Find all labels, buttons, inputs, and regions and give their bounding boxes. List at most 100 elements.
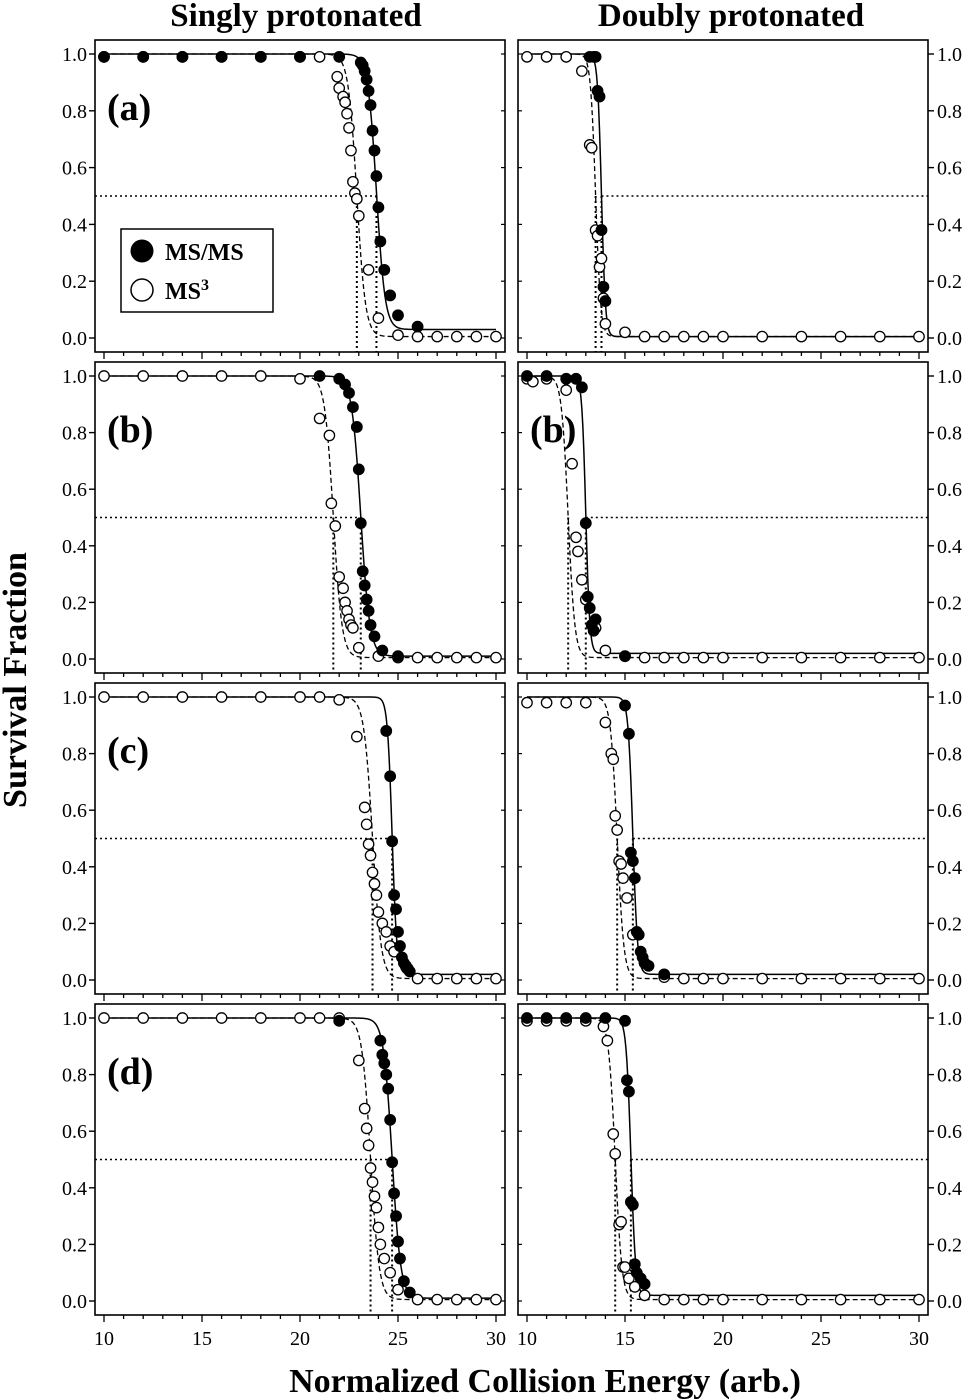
ms3-point (380, 926, 393, 938)
ms3-point (372, 312, 385, 324)
y-tick-label: 0.4 (937, 536, 962, 558)
msms-point (632, 928, 645, 941)
ms3-point (368, 1190, 381, 1203)
ms3-point (329, 520, 342, 532)
msms-fit-curve (104, 375, 496, 657)
ms3-point (873, 651, 886, 664)
y-tick-label: 0.6 (62, 158, 87, 180)
msms-point (386, 1156, 399, 1169)
ms3-point (470, 972, 483, 985)
msms-point (313, 370, 326, 382)
msms-point (394, 940, 406, 952)
y-tick-label: 0.2 (937, 271, 962, 293)
msms-point (176, 50, 189, 63)
ms3-point (368, 877, 381, 890)
ms3-point (795, 1293, 808, 1306)
ms3-point (294, 372, 306, 385)
y-tick-label: 0.4 (62, 214, 87, 236)
ms3-point (638, 651, 651, 664)
y-tick-label: 0.6 (937, 479, 962, 501)
ms3-point (347, 175, 359, 188)
panel-b-doubly: 0.0 0.2 0.4 0.6 0.8 1.0 (b) (517, 361, 962, 680)
msms-point (384, 1113, 397, 1126)
msms-point (595, 224, 608, 236)
ms3-point (585, 141, 598, 154)
ms3-point (313, 1012, 326, 1024)
msms-point (382, 1082, 395, 1095)
ms3-point (566, 457, 578, 470)
ms3-point (490, 330, 502, 343)
msms-point (254, 50, 267, 63)
y-tick-label: 0.4 (62, 1178, 87, 1200)
y-tick-label: 0.2 (62, 271, 87, 293)
ms3-point (345, 144, 357, 157)
x-tick-label: 20 (290, 1328, 310, 1350)
msms-point (560, 1012, 573, 1024)
ms3-point (325, 497, 338, 510)
ms3-point (795, 651, 808, 664)
ms3-point (350, 192, 363, 205)
y-axis-title: Survival Fraction (0, 552, 34, 808)
msms-point (619, 650, 631, 663)
ms3-point (341, 107, 353, 120)
ms3-point (450, 330, 463, 343)
ms3-point (717, 330, 729, 343)
panel-c-doubly: 0.0 0.2 0.4 0.6 0.8 1.0 (517, 682, 962, 1001)
ms3-point (378, 1252, 391, 1265)
y-tick-label: 0.8 (937, 744, 962, 766)
ms3-point (470, 1293, 483, 1306)
msms-point (352, 463, 365, 476)
ms3-point (638, 330, 651, 343)
ms3-point (576, 573, 588, 586)
ms3-point (362, 1139, 375, 1152)
ms3-point (490, 972, 502, 985)
msms-fit-curve (527, 696, 919, 976)
ms3-point (756, 1293, 769, 1306)
ms3-point (697, 330, 710, 343)
x-tick-label: 15 (192, 1328, 212, 1350)
ms3-point (411, 651, 424, 664)
msms-point (384, 770, 397, 783)
msms-point (392, 925, 404, 938)
ms3-point (333, 571, 346, 583)
ms3-point (254, 370, 267, 382)
y-tick-label: 0.4 (62, 536, 87, 558)
legend-ms3-marker (130, 278, 154, 302)
ms3-point (607, 1128, 620, 1140)
msms-point (137, 50, 150, 63)
ms3-point (623, 1272, 635, 1285)
ms3-point (176, 370, 189, 382)
ms3-point (609, 810, 622, 822)
msms-point (333, 50, 346, 63)
panel-label: (c) (107, 730, 149, 772)
y-tick-label: 1.0 (937, 44, 962, 66)
panel-a-singly: 0.0 0.2 0.4 0.6 0.8 1.0 (a) (62, 39, 506, 359)
msms-point (575, 381, 588, 394)
ms3-point (347, 622, 359, 634)
y-tick-label: 0.0 (62, 970, 87, 992)
y-tick-label: 0.8 (937, 423, 962, 445)
msms-point (540, 370, 553, 382)
msms-point (370, 170, 383, 183)
msms-point (368, 144, 381, 157)
ms3-point (137, 691, 150, 703)
y-tick-label: 1.0 (62, 366, 87, 388)
legend: MS/MS MS3 (120, 228, 274, 313)
msms-point (360, 73, 373, 86)
msms-point (384, 289, 397, 302)
ms3-point (677, 330, 690, 343)
ms3-point (697, 651, 710, 664)
column-title-singly: Singly protonated (170, 0, 422, 34)
msms-point (593, 90, 606, 103)
ms3-point (599, 644, 612, 657)
ms3-point (431, 651, 444, 664)
y-tick-label: 0.0 (937, 649, 962, 671)
ms3-point (372, 1221, 385, 1234)
ms3-point (215, 1012, 228, 1024)
msms-point (599, 295, 612, 307)
panel-c-singly: 0.0 0.2 0.4 0.6 0.8 1.0 (c) (62, 682, 506, 1001)
ms3-point (137, 370, 150, 382)
ms3-point (615, 858, 627, 870)
ms3-point (834, 972, 847, 985)
